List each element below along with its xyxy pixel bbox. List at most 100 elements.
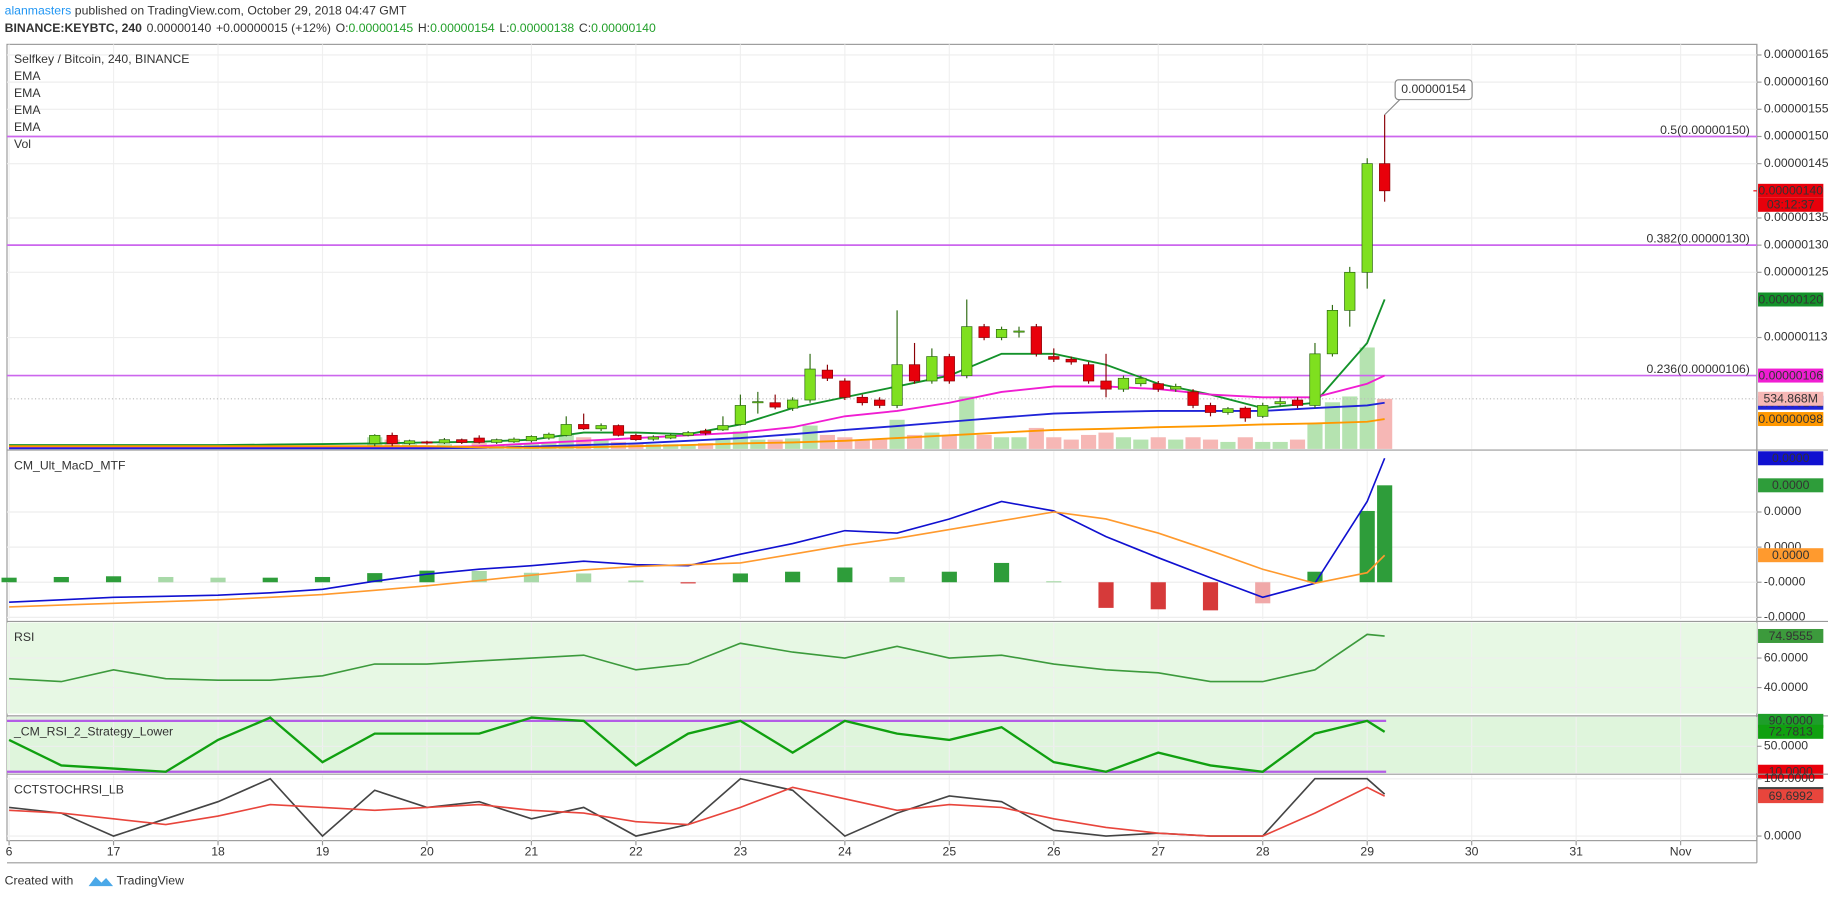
volume-bar (1115, 437, 1132, 449)
x-tick-label: 30 (1465, 845, 1479, 859)
callout-box (1394, 79, 1473, 101)
candle-body (473, 437, 485, 443)
x-tick-label: 23 (734, 845, 748, 859)
candle-body (578, 424, 590, 430)
fib-label: 0.236(0.00000106) (1646, 362, 1749, 376)
histogram-bar (1202, 582, 1219, 611)
candle-body (1082, 364, 1095, 382)
candle-body (804, 368, 816, 401)
axis-label: 0.0000 (1772, 548, 1810, 562)
histogram-bar (680, 582, 696, 584)
x-tick-label: 31 (1569, 845, 1583, 859)
ema-line (9, 418, 1385, 449)
y-tick-label: -0.0000 (1764, 574, 1806, 588)
pane-background (6, 717, 1757, 774)
candle-body (456, 439, 468, 443)
brand-logo (88, 876, 114, 887)
x-tick-label: 22 (629, 845, 643, 859)
close: 0.00000140 (591, 21, 656, 35)
volume-bar (993, 437, 1010, 449)
candle-body (525, 436, 538, 442)
pane-title: CCTSTOCHRSI_LB (14, 783, 124, 797)
legend-entry: EMA (14, 86, 41, 100)
y-tick-label: 0.00000130 (1764, 237, 1828, 251)
last: 0.00000140 (147, 21, 212, 35)
x-tick-label: 25 (943, 845, 957, 859)
candle-body (943, 356, 955, 382)
axis-label-bg (1758, 724, 1824, 739)
candle-body (734, 405, 746, 425)
x-tick-label: 19 (316, 845, 330, 859)
y-tick-label: 100.0000 (1764, 771, 1815, 785)
histogram-bar (1307, 571, 1323, 583)
volume-bar (872, 439, 888, 449)
volume-bar (802, 425, 818, 449)
author[interactable]: alanmasters (5, 4, 72, 18)
candle-body (630, 434, 642, 441)
y-tick-label: 0.00000125 (1764, 265, 1828, 279)
volume-bar (959, 396, 975, 449)
axis-label-bg (1758, 368, 1824, 383)
x-tick-label: 21 (525, 845, 539, 859)
o-label: O: (336, 21, 349, 35)
axis-label-bg (1758, 292, 1824, 307)
histogram-bar (53, 576, 69, 583)
published: published on TradingView.com, October 29… (75, 4, 407, 18)
candle-body (665, 434, 677, 439)
volume-bar (1202, 439, 1219, 449)
candle-body (491, 439, 503, 443)
axis-label: 03:12:37 (1767, 198, 1815, 212)
y-tick-label: 40.0000 (1764, 680, 1808, 694)
axis-label: 0.00000098 (1758, 412, 1823, 426)
volume-bar (1272, 441, 1288, 449)
indicator-line (9, 786, 1386, 837)
indicator-line (9, 633, 1385, 683)
brand[interactable]: TradingView (117, 874, 184, 888)
candle-body (595, 425, 607, 430)
volume-bar (767, 439, 783, 449)
y-tick-label: 60.0000 (1764, 650, 1808, 664)
l-label: L: (499, 21, 509, 35)
ema-line (9, 299, 1386, 447)
candle-body (508, 438, 520, 443)
histogram-bar (1046, 581, 1062, 583)
candle-body (926, 356, 938, 382)
candle-body (647, 436, 659, 440)
candle-body (856, 396, 868, 404)
fib-label: 0.5(0.00000150) (1660, 123, 1750, 137)
candle-body (787, 399, 799, 409)
y-tick-label: -0.0000 (1764, 610, 1806, 624)
candle-body (1117, 377, 1130, 390)
candle-body (543, 433, 555, 439)
volume-bar (1359, 347, 1375, 449)
volume-bar (1289, 439, 1306, 449)
pane-title: _CM_RSI_2_Strategy_Lower (13, 724, 173, 738)
volume-bar (785, 438, 801, 449)
candle-body (717, 425, 729, 431)
candle-body (891, 364, 903, 406)
candle-body (421, 441, 433, 444)
ema-line (9, 401, 1385, 450)
axis-label-bg (1758, 478, 1824, 493)
y-tick-label: 0.00000145 (1764, 156, 1828, 170)
axis-label: 10.0000 (1769, 765, 1813, 779)
y-tick-label: 0.0000 (1764, 828, 1802, 842)
candle-body (1344, 271, 1356, 311)
histogram-bar (837, 567, 853, 583)
candle-body (699, 430, 712, 434)
created-with: Created with (5, 874, 74, 888)
volume-bar (663, 444, 679, 449)
histogram-bar (314, 576, 331, 583)
quote-line: BINANCE:KEYBTC, 240 0.00000140 +0.00000015… (5, 21, 656, 35)
axis-label-bg (1758, 628, 1824, 643)
axis-label: 534.868M (1763, 392, 1817, 406)
y-tick-label: 0.00000113 (1764, 330, 1828, 344)
x-tick-label: 24 (838, 845, 852, 859)
x-tick-label: 28 (1256, 845, 1270, 859)
legend-entry: Vol (14, 137, 31, 151)
axis-label: 0.00000140 (1758, 184, 1823, 198)
axis-label-bg (1758, 183, 1824, 198)
histogram-bar (210, 577, 226, 583)
